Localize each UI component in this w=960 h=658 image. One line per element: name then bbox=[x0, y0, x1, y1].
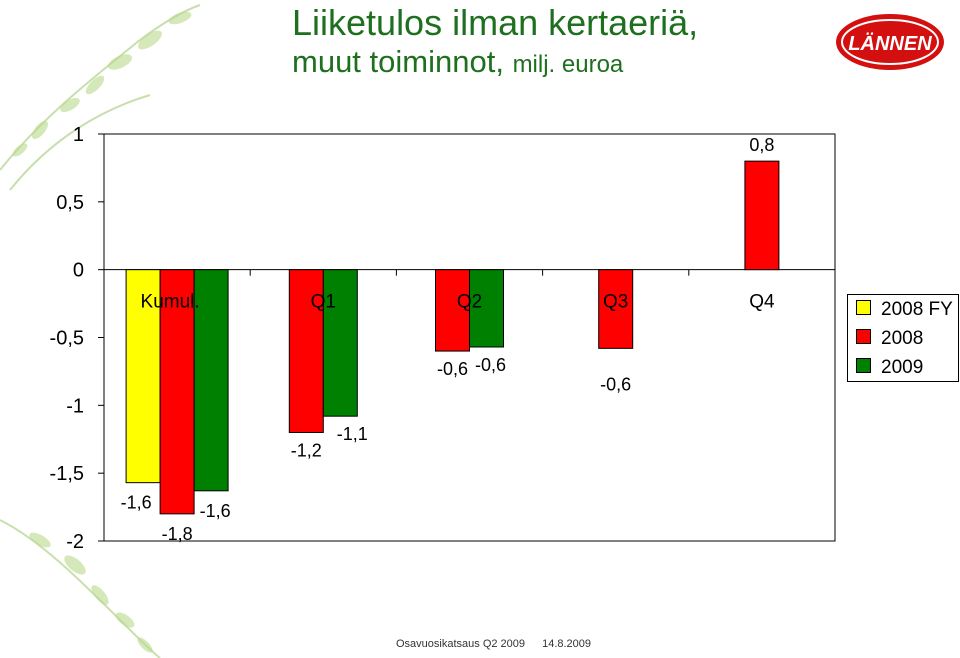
legend-item-2008: 2008 bbox=[856, 328, 923, 350]
y-tick-label: -1 bbox=[66, 395, 84, 417]
y-tick-label: -2 bbox=[66, 531, 84, 553]
slide-subtitle: muut toiminnot, milj. euroa bbox=[292, 44, 623, 80]
legend-swatch-2008-fy bbox=[856, 300, 871, 316]
bar-2009 bbox=[193, 269, 229, 492]
category-label: Q4 bbox=[749, 292, 775, 313]
subtitle-text: muut toiminnot, bbox=[292, 44, 504, 79]
bar-2008 bbox=[288, 269, 324, 433]
legend-item-2008-fy: 2008 FY bbox=[856, 299, 953, 321]
category-label: Q2 bbox=[457, 292, 482, 313]
bar-2008 bbox=[435, 269, 470, 352]
legend-label-2008: 2008 bbox=[881, 328, 924, 349]
data-label: 0,8 bbox=[749, 135, 774, 155]
data-label: -1,2 bbox=[291, 440, 322, 460]
slide-title: Liiketulos ilman kertaeriä, bbox=[292, 2, 699, 43]
slide-footer: Osavuosikatsaus Q2 2009 14.8.2009 bbox=[396, 638, 605, 650]
bar-2008 bbox=[598, 269, 634, 349]
category-label: Q3 bbox=[603, 292, 628, 313]
data-label: -0,6 bbox=[475, 355, 506, 375]
category-label: Q1 bbox=[311, 292, 336, 313]
chart-legend: 2008 FY 2008 2009 bbox=[847, 294, 959, 382]
legend-label-2009: 2009 bbox=[881, 357, 924, 378]
footer-date: 14.8.2009 bbox=[542, 638, 592, 650]
category-label: Kumul. bbox=[141, 292, 200, 313]
bar-2008 bbox=[744, 160, 780, 271]
data-label: -1,1 bbox=[337, 424, 368, 444]
bar-2009 bbox=[469, 269, 504, 348]
y-tick-label: 1 bbox=[73, 124, 84, 146]
data-label: -0,6 bbox=[600, 374, 631, 394]
logo-text: LÄNNEN bbox=[848, 32, 932, 55]
footer-text: Osavuosikatsaus Q2 2009 bbox=[396, 638, 526, 650]
bar-2009 bbox=[322, 269, 358, 417]
y-tick-label: 0 bbox=[73, 260, 84, 282]
y-tick-label: 0,5 bbox=[56, 192, 84, 214]
lannen-logo: LÄNNEN bbox=[836, 14, 944, 70]
bar-2008 bbox=[159, 269, 195, 515]
data-label: -1,6 bbox=[200, 501, 231, 521]
legend-item-2009: 2009 bbox=[856, 357, 923, 379]
data-label: -1,6 bbox=[121, 493, 152, 513]
data-label: -0,6 bbox=[437, 359, 468, 379]
data-label: -1,8 bbox=[162, 524, 193, 544]
legend-swatch-2009 bbox=[856, 358, 871, 374]
legend-swatch-2008 bbox=[856, 329, 871, 345]
y-tick-label: -1,5 bbox=[50, 463, 84, 485]
subtitle-unit: milj. euroa bbox=[512, 51, 624, 78]
legend-label-2008-fy: 2008 FY bbox=[881, 299, 953, 320]
y-tick-label: -0,5 bbox=[50, 328, 84, 350]
